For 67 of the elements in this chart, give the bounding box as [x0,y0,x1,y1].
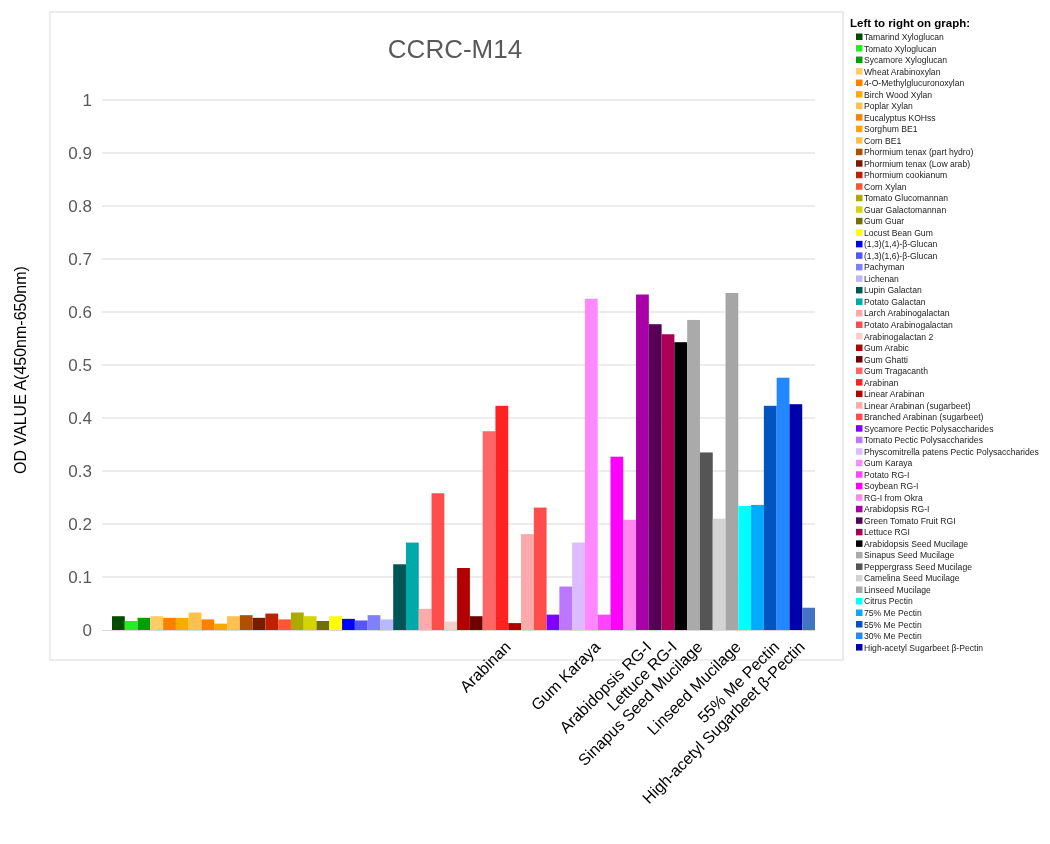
y-tick-label: 1 [82,90,92,110]
y-tick-label: 0.3 [68,461,92,481]
y-tick-label: 0.1 [68,567,92,587]
legend-label: Potato RG-I [864,469,910,480]
legend-label: Branched Arabinan (sugarbeet) [864,412,984,423]
chart-title: CCRC-M14 [387,34,523,64]
legend-label: Potato Galactan [864,296,926,307]
legend-label: Soybean RG-I [864,481,919,492]
legend-label: 55% Me Pectin [864,619,923,630]
legend-label: Camelina Seed Mucilage [864,573,960,584]
legend-label: Poplar Xylan [864,101,913,112]
legend-label: Potato Arabinogalactan [864,320,954,331]
legend-label: Tomato Xyloglucan [864,43,937,54]
legend-label: Peppergrass Seed Mucilage [864,561,973,572]
legend-label: Phormium tenax (Low arab) [864,158,971,169]
y-tick-label: 0.4 [68,408,92,428]
legend-label: (1,3)(1,6)-β-Glucan [864,250,938,261]
legend-label: Lupin Galactan [864,285,923,296]
legend-label: Gum Arabic [864,343,910,354]
legend-label: Gum Guar [864,216,905,227]
legend-label: Eucalyptus KOHss [864,112,936,123]
legend-label: Corn Xylan [864,181,907,192]
legend-label: Arabidopsis RG-I [864,504,930,515]
legend-label: Gum Tragacanth [864,366,929,377]
legend-label: Sycamore Xyloglucan [864,55,948,66]
legend-label: Pachyman [864,262,905,273]
legend-label: RG-I from Okra [864,492,923,503]
y-tick-label: 0.9 [68,143,92,163]
legend-label: (1,3)(1,4)-β-Glucan [864,239,938,250]
legend-label: Linseed Mucilage [864,584,932,595]
legend-label: Arabinogalactan 2 [864,331,934,342]
legend-label: Tomato Glucomannan [864,193,949,204]
legend-label: Tamarind Xyloglucan [864,32,944,43]
legend-label: Corn BE1 [864,135,902,146]
legend-label: Gum Ghatti [864,354,909,365]
legend-label: Citrus Pectin [864,596,913,607]
legend-label: Sinapus Seed Mucilage [864,550,955,561]
legend-label: Linear Arabinan (sugarbeet) [864,400,971,411]
legend-label: Arabinan [864,377,899,388]
y-axis-title: OD VALUE A(450nm-650nm) [12,266,29,474]
legend-label: Lettuce RGI [864,527,910,538]
legend-label: Lichenan [864,273,900,284]
y-tick-label: 0.8 [68,196,92,216]
y-tick-label: 0.6 [68,302,92,322]
legend-label: Wheat Arabinoxylan [864,66,941,77]
y-tick-label: 0 [82,620,92,640]
legend-label: Guar Galactomannan [864,204,947,215]
legend-label: Phormium tenax (part hydro) [864,147,974,158]
legend-label: Physcomitrella patens Pectic Polysaccharides [864,446,1039,457]
legend-label: Larch Arabinogalactan [864,308,950,319]
legend-label: Birch Wood Xylan [864,89,933,100]
legend-label: Gum Karaya [864,458,913,469]
legend-label: 4-O-Methylglucuronoxylan [864,78,965,89]
legend-label: Linear Arabinan [864,389,925,400]
legend-label: Locust Bean Gum [864,227,933,238]
legend-label: 30% Me Pectin [864,631,923,642]
y-tick-label: 0.5 [68,355,92,375]
legend-label: Tomato Pectic Polysaccharides [864,435,983,446]
legend-label: Phormium cookianum [864,170,948,181]
legend-label: Arabidopsis Seed Mucilage [864,538,969,549]
y-tick-label: 0.7 [68,249,92,269]
y-tick-label: 0.2 [68,514,92,534]
legend-label: 75% Me Pectin [864,608,923,619]
legend-label: Sorghum BE1 [864,124,918,135]
legend-label: Sycamore Pectic Polysaccharides [864,423,994,434]
legend-label: Green Tomato Fruit RGI [864,515,956,526]
legend-title: Left to right on graph: [850,17,971,30]
